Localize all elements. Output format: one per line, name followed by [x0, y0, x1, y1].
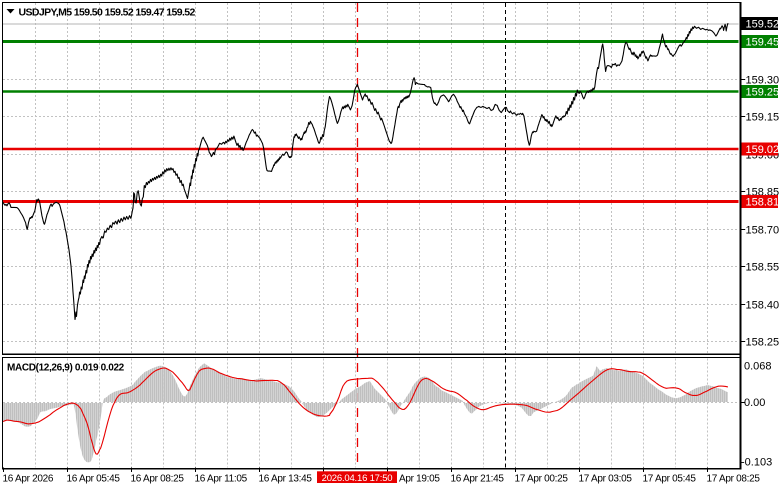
svg-text:158.40: 158.40	[746, 300, 780, 312]
svg-text:16 Apr 2026: 16 Apr 2026	[3, 474, 54, 485]
svg-text:159.52: 159.52	[746, 19, 780, 31]
svg-text:-0.103: -0.103	[741, 457, 772, 469]
svg-text:16 Apr 05:45: 16 Apr 05:45	[67, 474, 121, 485]
svg-text:0.068: 0.068	[744, 361, 772, 373]
svg-text:159.15: 159.15	[746, 112, 780, 124]
svg-text:17 Apr 00:25: 17 Apr 00:25	[515, 474, 569, 485]
svg-text:16 Apr 19:05: 16 Apr 19:05	[387, 474, 441, 485]
svg-text:16 Apr 08:25: 16 Apr 08:25	[131, 474, 185, 485]
svg-text:USDJPY,M5 159.50 159.52 159.4: USDJPY,M5 159.50 159.52 159.47 159.52	[19, 7, 196, 19]
svg-text:16 Apr 13:45: 16 Apr 13:45	[259, 474, 313, 485]
svg-text:158.55: 158.55	[746, 262, 780, 274]
svg-text:17 Apr 08:25: 17 Apr 08:25	[707, 474, 761, 485]
svg-text:17 Apr 03:05: 17 Apr 03:05	[579, 474, 633, 485]
svg-text:16 Apr 21:45: 16 Apr 21:45	[451, 474, 505, 485]
svg-text:158.81: 158.81	[746, 197, 780, 209]
svg-text:16 Apr 11:05: 16 Apr 11:05	[195, 474, 248, 485]
svg-text:159.30: 159.30	[746, 75, 780, 87]
svg-text:159.45: 159.45	[746, 37, 780, 49]
svg-text:159.02: 159.02	[746, 144, 780, 156]
svg-text:17 Apr 05:45: 17 Apr 05:45	[643, 474, 697, 485]
svg-text:MACD(12,26,9) 0.019 0.022: MACD(12,26,9) 0.019 0.022	[7, 363, 125, 374]
svg-text:159.25: 159.25	[746, 87, 780, 99]
svg-text:158.25: 158.25	[746, 337, 780, 349]
svg-text:2026.04.16 17:50: 2026.04.16 17:50	[322, 473, 393, 484]
svg-text:0.00: 0.00	[744, 397, 765, 409]
svg-text:158.70: 158.70	[746, 225, 780, 237]
